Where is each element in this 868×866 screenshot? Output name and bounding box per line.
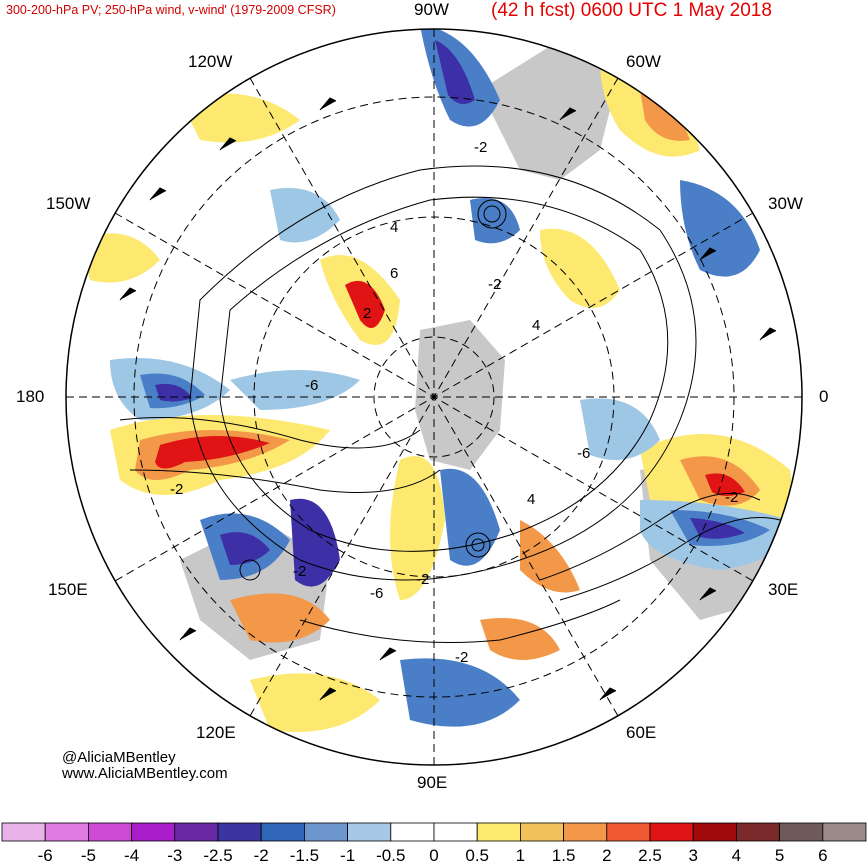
colorbar-tick-label: 0.5 xyxy=(465,846,490,865)
contour-label: -2 xyxy=(416,571,429,588)
contour-value-labels: -2 4 6 2 -2 4 -6 -2 -6 4 -2 -6 -2 -2 -2 xyxy=(170,139,738,666)
colorbar-tick-label: -3 xyxy=(167,846,183,865)
colorbar-tick-label: 0 xyxy=(429,846,439,865)
colorbar-swatch xyxy=(520,822,565,842)
lon-label-150w: 150W xyxy=(46,194,91,213)
lon-label-150e: 150E xyxy=(48,580,88,599)
colorbar-tick-label: -2 xyxy=(253,846,269,865)
contour-label: 4 xyxy=(532,317,540,334)
colorbar-tick-label: -2.5 xyxy=(203,846,233,865)
colorbar-tick-label: 6 xyxy=(818,846,828,865)
positive-anomalies xyxy=(80,60,792,732)
colorbar-tick-label: -0.5 xyxy=(376,846,406,865)
lon-label-30e: 30E xyxy=(768,580,799,599)
lon-label-90e: 90E xyxy=(417,773,448,792)
contour-label: -6 xyxy=(370,585,383,602)
pv-contours xyxy=(119,165,781,643)
colorbar-swatch xyxy=(692,822,737,842)
colorbar-swatch xyxy=(131,822,176,842)
colorbar-swatch xyxy=(390,822,435,842)
colorbar-swatch xyxy=(822,822,867,842)
contour-label: 4 xyxy=(390,219,398,236)
colorbar-tick-label: 4 xyxy=(731,846,742,865)
colorbar-swatch xyxy=(347,822,392,842)
lon-label-60w: 60W xyxy=(626,52,661,71)
colorbar-tick-label: 2.5 xyxy=(638,846,662,865)
wind-barbs xyxy=(119,97,777,701)
colorbar-tick-label: -1 xyxy=(340,846,356,865)
contour-label: -2 xyxy=(455,649,468,666)
colorbar-tick-label: -4 xyxy=(124,846,140,865)
contour-label: 6 xyxy=(390,265,398,282)
lon-label-120w: 120W xyxy=(188,52,233,71)
contour-label: -2 xyxy=(293,563,306,580)
negative-anomalies xyxy=(110,29,790,727)
colorbar-swatch xyxy=(433,822,478,842)
colorbar-swatch xyxy=(649,822,694,842)
colorbar-swatch xyxy=(476,822,521,842)
colorbar-swatch xyxy=(606,822,651,842)
colorbar-tick-label: 3 xyxy=(688,846,698,865)
colorbar-tick-label: 1.5 xyxy=(551,846,576,865)
map-boundary xyxy=(65,28,803,766)
contour-label: 4 xyxy=(527,491,535,508)
credit-website: www.AliciaMBentley.com xyxy=(62,765,228,782)
lon-label-120e: 120E xyxy=(196,723,236,742)
contour-label: 2 xyxy=(363,305,371,322)
lon-label-30w: 30W xyxy=(768,194,803,213)
contour-label: -2 xyxy=(725,489,738,506)
colorbar-tick-label: 1 xyxy=(515,846,526,865)
colorbar-tick-label: -1.5 xyxy=(289,846,320,865)
lon-label-180: 180 xyxy=(16,387,45,406)
colorbar-swatch xyxy=(736,822,781,842)
colorbar-tick-label: -6 xyxy=(37,846,53,865)
map-title-left: 300-200-hPa PV; 250-hPa wind, v-wind' (1… xyxy=(6,3,336,17)
colorbar-tick-label: 5 xyxy=(774,846,785,865)
colorbar-swatch xyxy=(779,822,824,842)
contour-label: -2 xyxy=(474,139,487,156)
polar-map: -2 4 6 2 -2 4 -6 -2 -6 4 -2 -6 -2 -2 -2 xyxy=(65,28,803,766)
lon-label-0: 0 xyxy=(819,387,829,406)
colorbar-swatch xyxy=(260,822,305,842)
colorbar-tick-label: 2 xyxy=(602,846,612,865)
colorbar-tick-label: -5 xyxy=(80,846,96,865)
colorbar-swatch xyxy=(44,822,89,842)
colorbar-swatch xyxy=(88,822,133,842)
lon-label-90w: 90W xyxy=(414,0,449,19)
colorbar-swatch xyxy=(563,822,608,842)
colorbar-swatch xyxy=(217,822,262,842)
contour-label: -2 xyxy=(170,481,183,498)
colorbar-swatch xyxy=(174,822,219,842)
graticule xyxy=(66,29,802,765)
contour-label: -6 xyxy=(305,377,318,394)
contour-label: -2 xyxy=(488,276,501,293)
colorbar-swatch xyxy=(303,822,348,842)
colorbar xyxy=(1,822,867,842)
lon-label-60e: 60E xyxy=(626,723,657,742)
colorbar-swatch xyxy=(1,822,46,842)
contour-label: -6 xyxy=(577,445,590,462)
credit-handle: @AliciaMBentley xyxy=(62,749,176,766)
map-title-right: (42 h fcst) 0600 UTC 1 May 2018 xyxy=(491,0,772,21)
